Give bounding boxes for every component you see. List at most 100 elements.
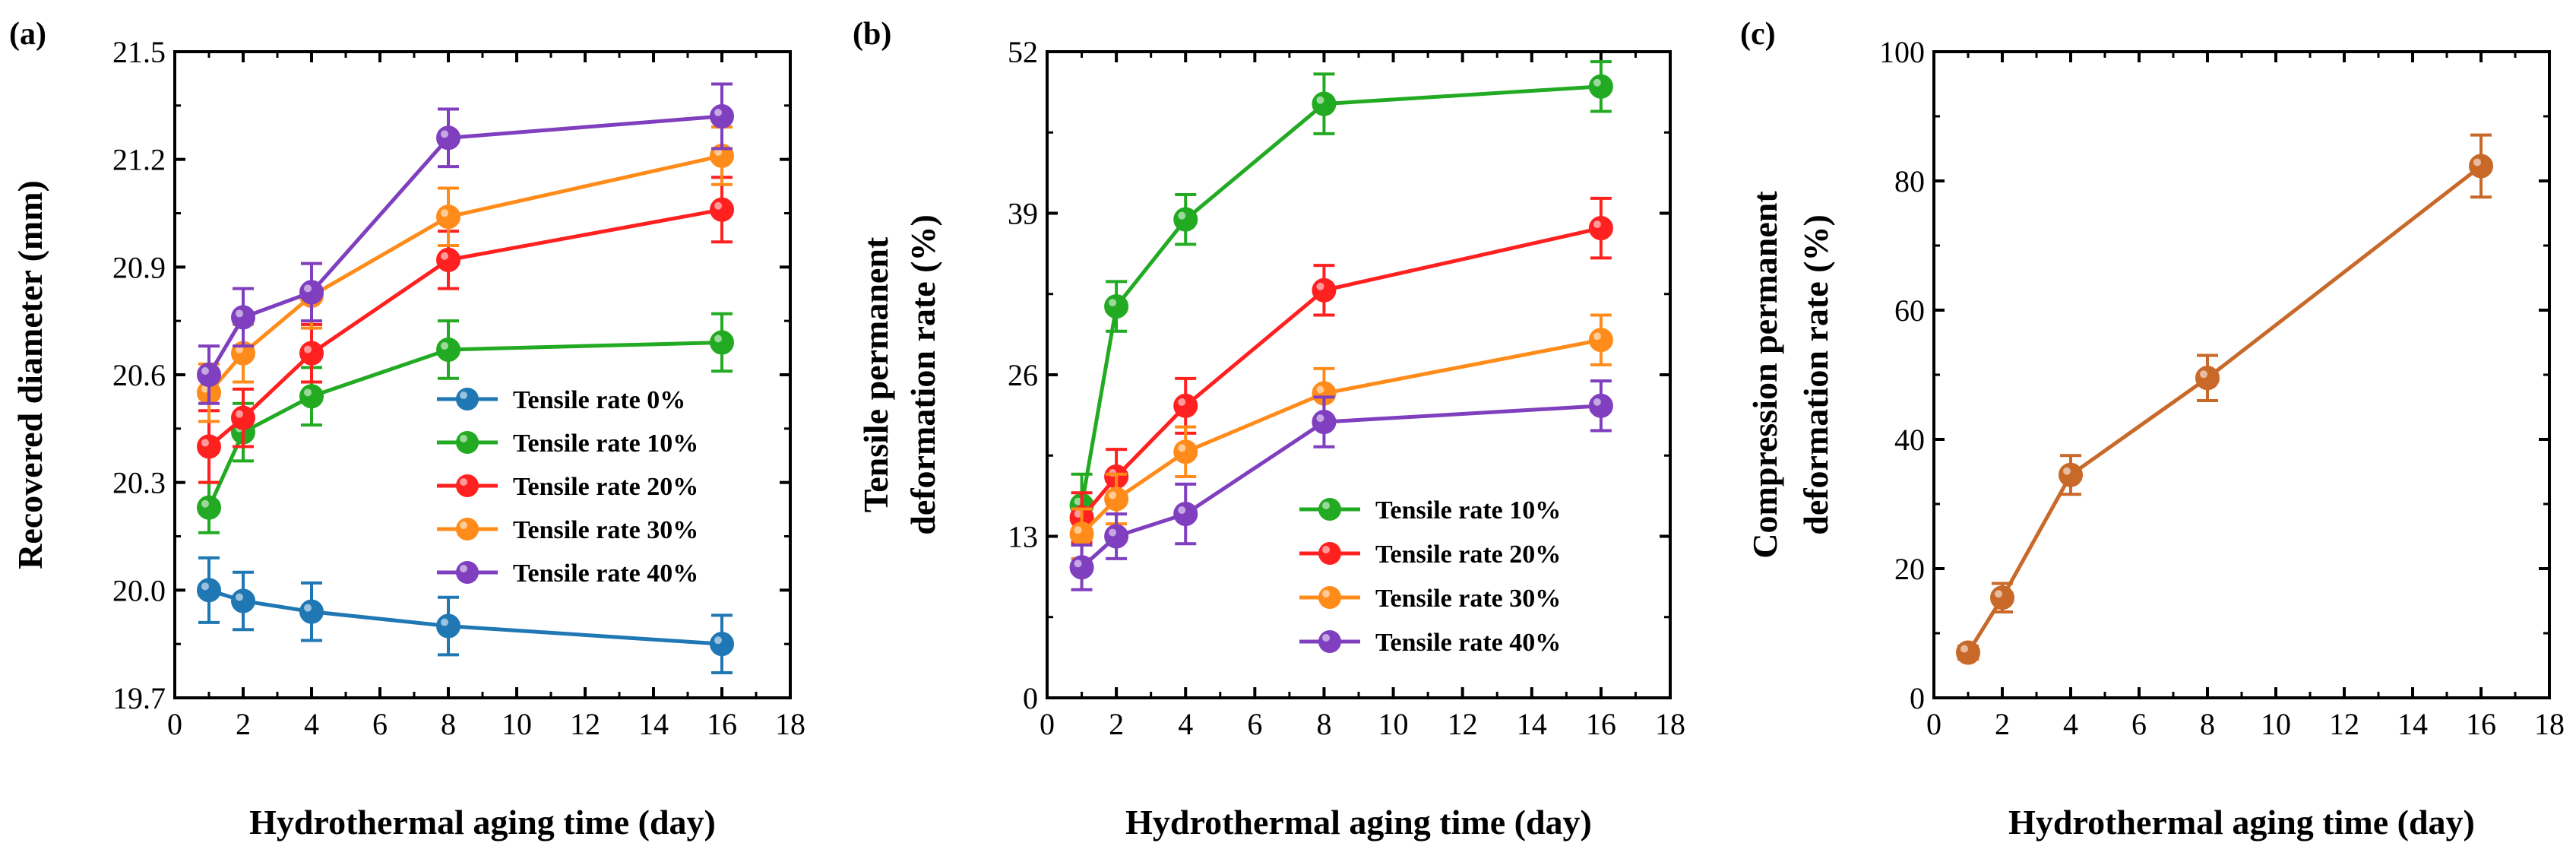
series-line [1966,164,2483,654]
data-point-highlight [236,593,243,601]
data-point [436,613,460,639]
data-point-highlight [2200,370,2207,379]
x-tick-label: 16 [2466,707,2496,741]
legend-marker [1318,630,1341,653]
y-tick-label: 0 [1023,681,1038,715]
data-point-highlight [1074,509,1082,518]
data-point [299,599,324,624]
legend: Tensile rate 10% Tensile rate 20% Tensile … [1299,496,1561,657]
data-point-highlight [1074,559,1082,568]
x-tick-label: 14 [638,707,669,741]
series-line [1080,84,1602,506]
series-tr0 [197,556,734,674]
data-point-highlight [714,201,722,210]
x-tick-label: 4 [1178,707,1193,741]
x-tick-label: 0 [1040,707,1055,741]
x-tick-label: 14 [2397,707,2428,741]
series-line [1080,226,1602,519]
legend-marker [1318,498,1341,521]
y-axis-label-line: Tensile permanent [856,236,895,512]
y-axis-label-line: Compression permanent [1745,191,1784,559]
data-point-highlight [1109,299,1117,307]
data-point-highlight [1593,332,1601,341]
data-point-highlight [714,109,722,116]
x-tick-label: 8 [441,707,456,741]
panel-label: (b) [853,17,891,52]
x-axis-label: Hydrothermal aging time (day) [249,803,716,842]
y-tick-label: 52 [1008,35,1038,69]
data-point-highlight [304,284,312,293]
data-point [231,305,255,330]
x-tick-label: 0 [167,707,182,741]
legend-marker [456,518,479,540]
series-line [208,588,723,646]
data-point [1173,393,1198,418]
legend-marker-highlight [1322,634,1330,642]
x-tick-label: 6 [2131,707,2147,741]
legend-marker-highlight [1322,590,1330,597]
data-point-highlight [236,309,243,318]
data-point-highlight [2063,467,2071,475]
data-point [231,588,255,613]
x-tick-label: 10 [502,707,532,741]
x-tick-label: 8 [1316,707,1331,741]
data-point-highlight [304,388,312,397]
legend: Tensile rate 0% Tensile rate 10% Tensile r… [437,386,698,588]
data-point-highlight [1316,96,1324,104]
data-point [1104,524,1129,549]
data-point-highlight [1316,385,1324,394]
legend-marker-highlight [1322,546,1330,553]
x-tick-label: 6 [1247,707,1262,741]
x-tick-label: 8 [2200,707,2215,741]
y-tick-label: 39 [1008,197,1038,231]
data-point [1173,439,1198,464]
data-point [1588,393,1613,418]
y-tick-label: 20 [1894,552,1925,586]
y-tick-label: 20.9 [112,250,166,284]
x-tick-label: 0 [1926,707,1941,741]
y-tick-label: 13 [1008,520,1038,554]
series-tr10 [1069,60,1613,538]
y-axis-label-line: deformation rate (%) [903,214,942,535]
data-point-highlight [304,345,312,353]
data-point [299,280,324,305]
x-tick-label: 2 [236,707,251,741]
series-tr40 [197,82,734,405]
x-tick-label: 2 [1109,707,1124,741]
axes-frame [173,50,792,699]
legend-marker-highlight [460,478,467,486]
legend-label: Tensile rate 20% [513,473,698,501]
legend-label: Tensile rate 20% [1375,540,1561,569]
data-point-highlight [201,499,209,508]
data-point [436,337,460,362]
data-point-highlight [1178,506,1186,515]
series-line [207,114,723,376]
data-point-highlight [304,604,312,612]
data-point [710,104,734,128]
legend-marker [456,388,479,410]
x-tick-label: 16 [707,707,737,741]
data-point-highlight [1316,414,1324,423]
y-tick-label: 20.3 [112,466,166,500]
data-point [2469,154,2493,179]
y-tick-label: 21.2 [112,143,166,177]
legend-marker [456,431,479,454]
data-point-highlight [1074,526,1082,534]
x-tick-label: 12 [1448,707,1478,741]
data-point-highlight [236,410,243,418]
series-tr20 [197,176,734,484]
data-point-highlight [1109,528,1117,537]
panel-label: (a) [9,17,46,52]
data-point-highlight [1593,220,1601,229]
legend-marker-highlight [460,521,467,529]
x-tick-label: 18 [2534,707,2565,741]
data-point [1173,207,1198,232]
x-tick-label: 16 [1586,707,1616,741]
data-point [1069,555,1094,580]
data-point-highlight [714,636,722,645]
data-point [1588,328,1613,353]
series-compression [1956,133,2493,665]
data-point-highlight [1316,282,1324,290]
data-point-highlight [441,252,448,260]
legend-label: Tensile rate 0% [513,386,685,414]
